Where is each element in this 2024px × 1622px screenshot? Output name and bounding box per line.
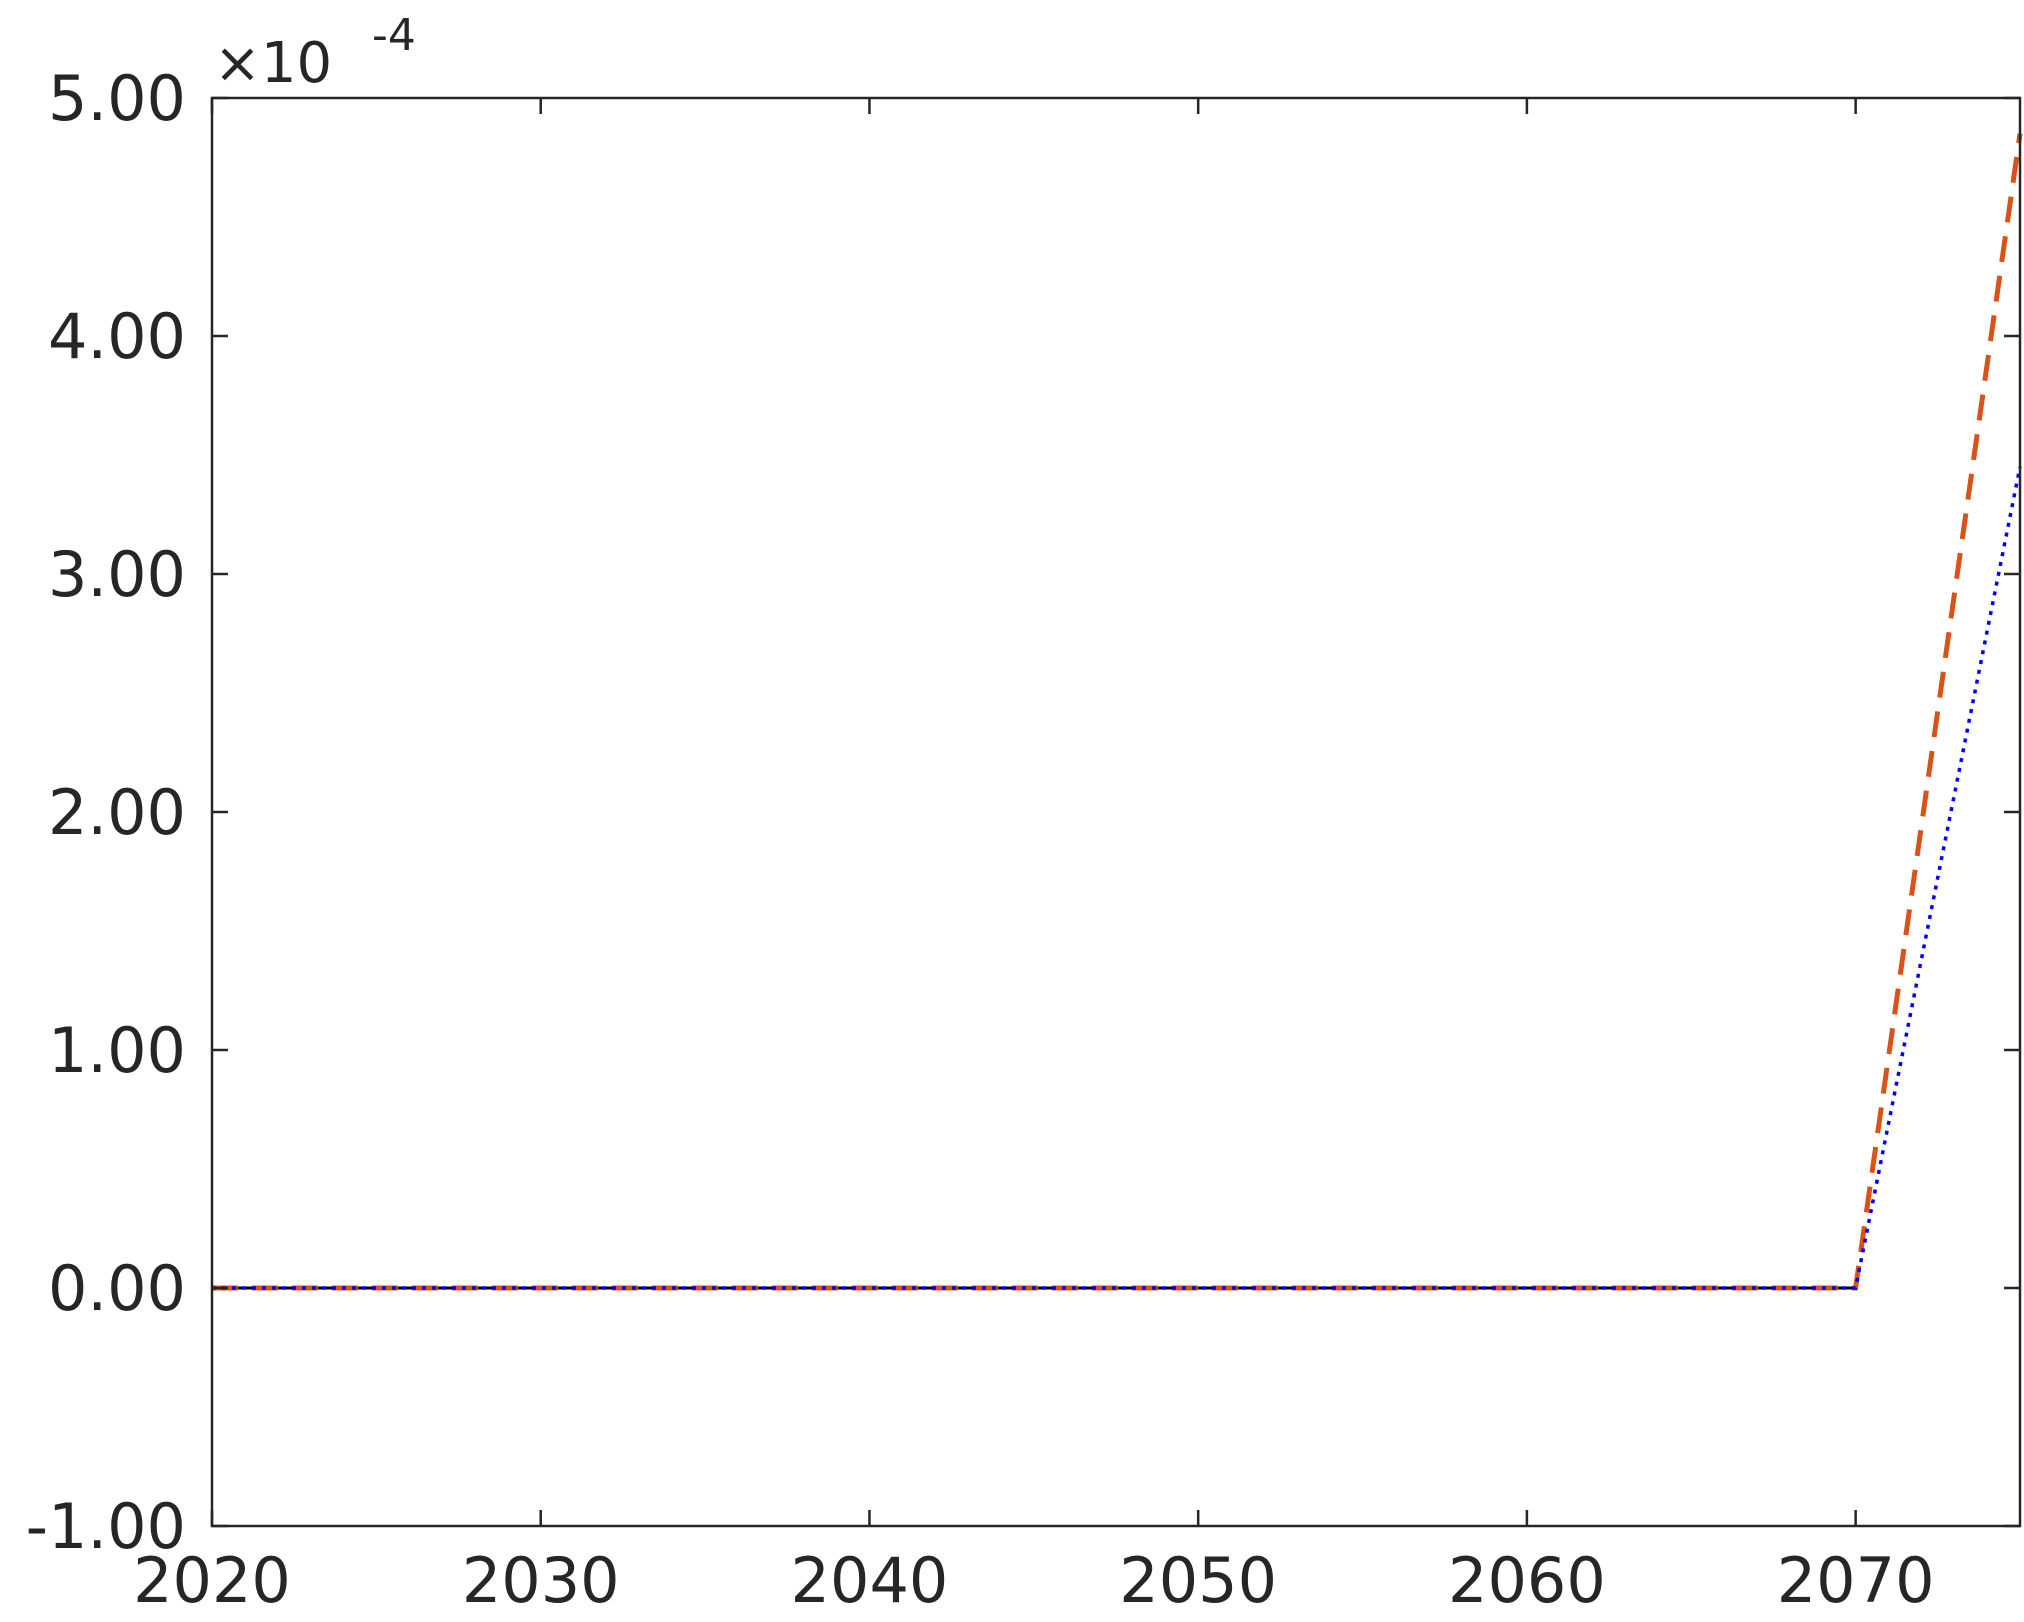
exponent-power: -4: [372, 10, 416, 61]
x-tick-label: 2070: [1777, 1544, 1935, 1617]
ticks-layer: 2020 2030 2040 2050 2060 2070 -1.00 0.00 1.00 2.0…: [26, 62, 2020, 1617]
x-tick-label: 2040: [791, 1544, 949, 1617]
y-tick-label: 3.00: [48, 538, 186, 611]
y-tick-label: 1.00: [48, 1014, 186, 1087]
x-tick-label: 2030: [462, 1544, 620, 1617]
y-tick-label: -1.00: [26, 1490, 186, 1563]
x-tick-label: 2020: [133, 1544, 291, 1617]
exponent-base: ×10: [214, 31, 332, 96]
exponent-label: ×10 -4: [214, 10, 416, 96]
x-tick-label: 2060: [1448, 1544, 1606, 1617]
x-tick-label: 2050: [1119, 1544, 1277, 1617]
series-line-3: [212, 466, 2022, 1290]
y-tick-label: 4.00: [48, 300, 186, 373]
y-tick-label: 5.00: [48, 62, 186, 135]
series-layer: [212, 133, 2023, 1291]
y-tick-label: 2.00: [48, 776, 186, 849]
plot-area: [212, 98, 2020, 1526]
y-tick-label: 0.00: [48, 1252, 186, 1325]
axes-box: [210, 96, 2022, 1528]
